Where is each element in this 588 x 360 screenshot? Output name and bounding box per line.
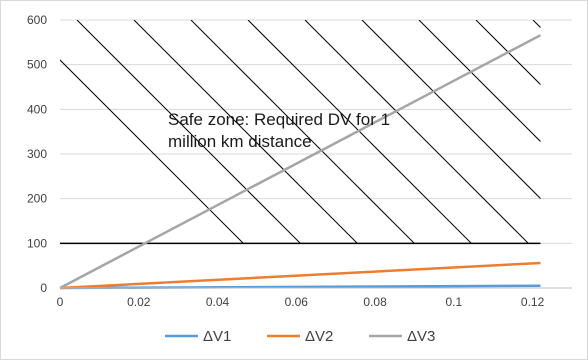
x-tick-label-0.02: 0.02 [127, 295, 151, 309]
y-tick-label-300: 300 [27, 147, 47, 161]
hatch-line-2 [133, 20, 358, 244]
x-axis-ticks: 0 0.02 0.04 0.06 0.08 0.1 0.12 [57, 295, 545, 309]
y-tick-label-600: 600 [27, 13, 47, 27]
x-tick-label-0.08: 0.08 [363, 295, 387, 309]
y-tick-label-500: 500 [27, 58, 47, 72]
y-tick-label-100: 100 [27, 236, 47, 250]
annotation-line-2: million km distance [168, 132, 312, 151]
y-axis-ticks: 0 100 200 300 400 500 600 [27, 13, 47, 295]
x-tick-label-0: 0 [57, 295, 64, 309]
legend-label-dv2: ΔV2 [305, 328, 333, 345]
hatch-line-1 [76, 20, 301, 244]
legend-label-dv3: ΔV3 [407, 328, 435, 345]
hatch-line-6 [361, 20, 541, 200]
series-line-dv3 [59, 34, 542, 290]
hatch-line-0 [60, 59, 244, 244]
safe-zone-hatching [60, 20, 541, 244]
hatch-line-3 [190, 20, 415, 244]
y-tick-label-0: 0 [40, 281, 47, 295]
y-tick-label-200: 200 [27, 192, 47, 206]
annotation-line-1: Safe zone: Required DV for 1 [168, 110, 390, 129]
hatch-line-8 [475, 20, 541, 86]
legend-label-dv1: ΔV1 [203, 328, 231, 345]
hatch-line-5 [304, 20, 529, 244]
x-tick-label-0.06: 0.06 [285, 295, 309, 309]
legend: ΔV1 ΔV2 ΔV3 [165, 328, 435, 345]
x-tick-label-0.04: 0.04 [206, 295, 230, 309]
x-tick-label-0.12: 0.12 [521, 295, 545, 309]
series-line-dv2 [59, 261, 541, 290]
x-tick-label-0.1: 0.1 [446, 295, 463, 309]
hatch-line-7 [418, 20, 541, 143]
y-tick-label-400: 400 [27, 102, 47, 116]
